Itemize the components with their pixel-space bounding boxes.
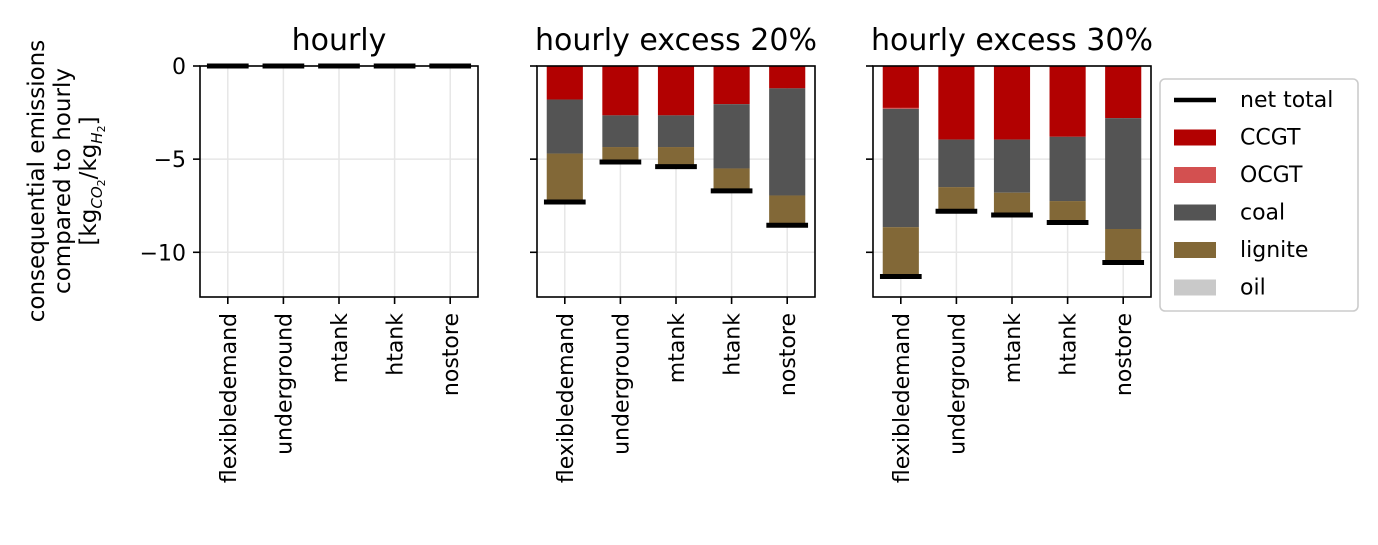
y-axis-label-line-1: consequential emissions (24, 40, 50, 322)
bar-coal-htank (713, 104, 750, 169)
legend-swatch-oil (1174, 279, 1216, 296)
bar-ocgt-flexibledemand (882, 107, 919, 109)
bar-coal-htank (1049, 136, 1086, 202)
bar-ccgt-htank (713, 66, 750, 105)
bar-lignite-htank (1049, 201, 1086, 223)
legend-label-ccgt: CCGT (1240, 126, 1301, 151)
x-tick-label-htank: htank (721, 313, 746, 376)
panel-title: hourly excess 20% (535, 23, 817, 58)
legend-label-ocgt: OCGT (1240, 163, 1303, 188)
unit-part: 2 (95, 179, 108, 186)
x-tick-label-underground: underground (945, 313, 970, 455)
bar-lignite-flexibledemand (882, 227, 919, 277)
bar-coal-nostore (769, 88, 806, 196)
legend-swatch-ccgt (1174, 129, 1216, 146)
x-tick-label-nostore: nostore (439, 313, 464, 396)
bar-coal-flexibledemand (546, 99, 583, 154)
panel-1: 0 −5 −10 flexibledemand underground mtank htan… (140, 23, 479, 483)
unit-part: [kg (76, 209, 102, 246)
panel-2: flexibledemand underground mtank htank nosto… (530, 23, 817, 483)
x-tick-label-mtank: mtank (328, 313, 353, 383)
x-tick-label-nostore: nostore (776, 313, 801, 396)
bar-ccgt-nostore (1105, 66, 1142, 119)
bar-coal-underground (938, 139, 975, 188)
x-tick-label-htank: htank (384, 313, 409, 376)
bar-lignite-mtank (657, 147, 695, 167)
bar-lignite-mtank (993, 192, 1031, 216)
y-tick-label: −10 (140, 241, 186, 266)
bar-ccgt-mtank (993, 66, 1031, 140)
unit-part: /kg (76, 144, 102, 180)
panel-title: hourly (292, 23, 387, 58)
bar-ccgt-underground (938, 66, 975, 140)
bar-coal-mtank (657, 115, 695, 148)
bar-lignite-underground (938, 187, 975, 212)
bar-coal-flexibledemand (882, 108, 919, 228)
unit-part: 2 (95, 125, 108, 132)
x-tick-label-underground: underground (609, 313, 634, 455)
x-tick-label-flexibledemand: flexibledemand (890, 313, 915, 483)
bar-lignite-nostore (1105, 229, 1142, 263)
y-tick-label: −5 (154, 148, 186, 173)
x-tick-label-mtank: mtank (665, 313, 690, 383)
bar-ccgt-underground (602, 66, 639, 116)
legend-swatch-coal (1174, 204, 1216, 221)
unit-part: ] (76, 116, 102, 125)
bar-ccgt-htank (1049, 66, 1086, 137)
unit-part: H (88, 132, 106, 143)
bar-ccgt-mtank (657, 66, 695, 116)
bar-coal-mtank (993, 139, 1031, 193)
x-tick-label-flexibledemand: flexibledemand (554, 313, 579, 483)
bar-ccgt-flexibledemand (546, 66, 583, 100)
legend-swatch-ocgt (1174, 167, 1216, 183)
x-tick-label-underground: underground (272, 313, 297, 455)
x-tick-label-htank: htank (1057, 313, 1082, 376)
bar-lignite-htank (713, 168, 750, 191)
legend-label-lignite: lignite (1240, 238, 1308, 263)
y-axis-label-unit: [kgCO2/kgH2] (76, 116, 108, 245)
y-axis-label: consequential emissions compared to hourl… (24, 40, 108, 322)
legend-label-oil: oil (1240, 276, 1266, 301)
legend-label-coal: coal (1240, 201, 1285, 226)
bar-ccgt-flexibledemand (882, 66, 919, 108)
bar-ccgt-nostore (769, 66, 806, 89)
y-tick-label: 0 (172, 55, 186, 80)
x-tick-label-nostore: nostore (1112, 313, 1137, 396)
bar-coal-underground (602, 115, 639, 148)
legend-swatch-lignite (1174, 242, 1216, 258)
panel-title: hourly excess 30% (871, 23, 1153, 58)
unit-part: CO (88, 186, 106, 208)
legend: net total CCGT OCGT coal lignite oil (1159, 78, 1359, 312)
bar-coal-nostore (1105, 118, 1142, 230)
y-axis-label-line-2: compared to hourly (50, 68, 76, 294)
bar-lignite-flexibledemand (546, 153, 583, 202)
bar-lignite-underground (602, 147, 639, 162)
bar-lignite-nostore (769, 195, 806, 226)
legend-label-net-total: net total (1240, 88, 1333, 113)
x-tick-label-flexibledemand: flexibledemand (217, 313, 242, 483)
panel-3: flexibledemand underground mtank htank nosto… (866, 23, 1153, 483)
x-tick-label-mtank: mtank (1001, 313, 1026, 383)
